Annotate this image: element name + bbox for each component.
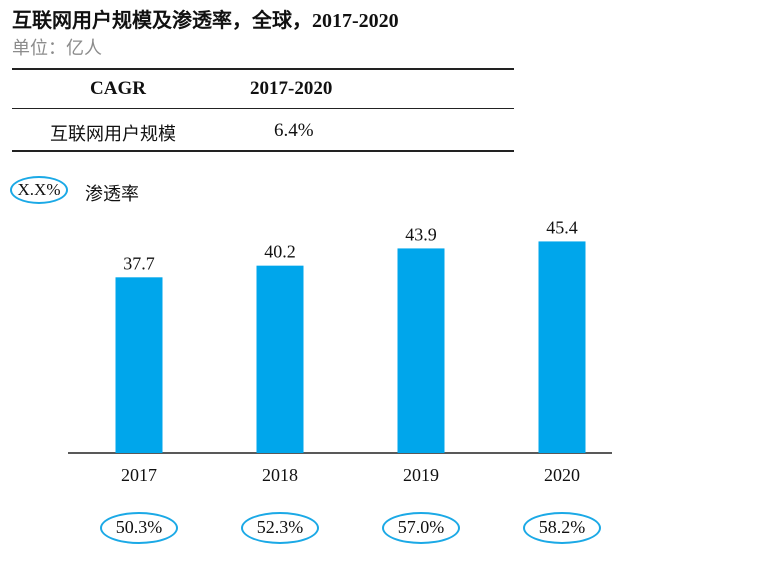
unit-subtitle: 单位：亿人 [12, 38, 102, 58]
penetration-ellipse-2019 [382, 512, 460, 544]
penetration-rate-2018: 52.3% [256, 517, 304, 537]
bar-2018 [256, 265, 304, 453]
table-top-rule [12, 68, 514, 70]
bar-2017 [115, 277, 163, 453]
penetration-rate-2019: 57.0% [397, 517, 445, 537]
legend-marker-text: X.X% [17, 180, 61, 199]
bar-2019 [397, 248, 445, 453]
penetration-rate-2020: 58.2% [538, 517, 586, 537]
x-tick-label-2018: 2018 [262, 465, 298, 485]
value-label-2017: 37.7 [123, 253, 155, 273]
cagr-header: CAGR [90, 78, 146, 99]
x-tick-label-2017: 2017 [121, 465, 157, 485]
x-tick-label-2020: 2020 [544, 465, 580, 485]
legend-label: 渗透率 [85, 184, 139, 204]
value-label-2020: 45.4 [546, 217, 578, 237]
penetration-ellipse-2020 [523, 512, 601, 544]
penetration-ellipse-2017 [100, 512, 178, 544]
table-bottom-rule [12, 150, 514, 152]
x-tick-label-2019: 2019 [403, 465, 439, 485]
legend-ellipse-marker [10, 176, 68, 204]
penetration-ellipse-2018 [241, 512, 319, 544]
value-label-2019: 43.9 [405, 224, 437, 244]
table-mid-rule [12, 108, 514, 109]
chart-title: 互联网用户规模及渗透率，全球，2017-2020 [12, 10, 399, 32]
cagr-metric-label: 互联网用户规模 [50, 124, 176, 144]
value-label-2018: 40.2 [264, 242, 296, 262]
bar-2020 [538, 241, 586, 453]
cagr-period-header: 2017-2020 [250, 78, 333, 99]
cagr-metric-value: 6.4% [274, 120, 314, 141]
penetration-rate-2017: 50.3% [115, 517, 163, 537]
